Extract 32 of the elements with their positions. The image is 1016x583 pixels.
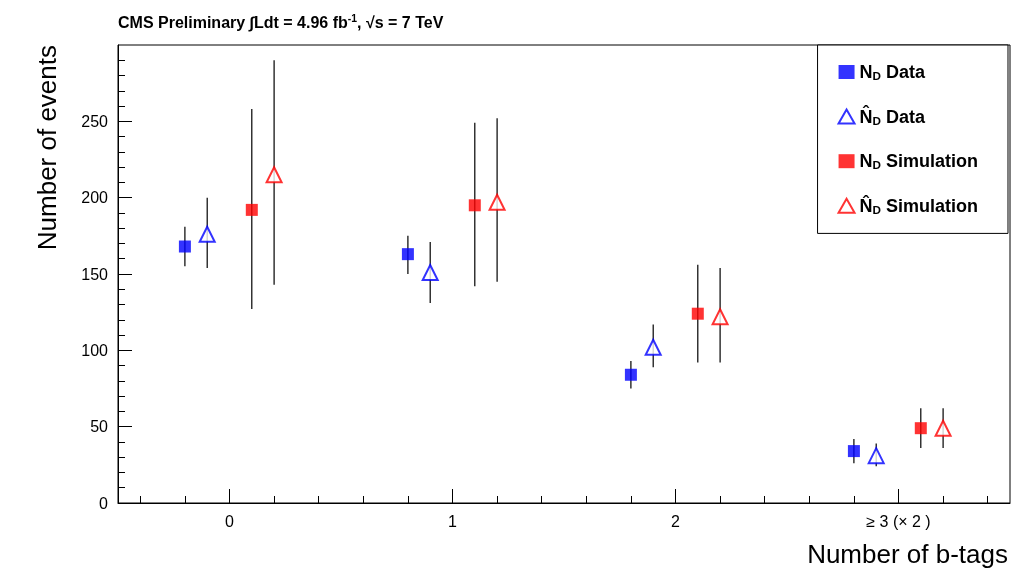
x-tick-label: 1	[448, 512, 458, 530]
point	[934, 419, 952, 437]
point	[691, 307, 704, 320]
point	[867, 447, 885, 465]
x-tick-label: 2	[671, 512, 681, 530]
x-tick-label: 0	[225, 512, 235, 530]
point	[245, 203, 258, 216]
point	[624, 368, 637, 381]
y-tick-label: 150	[81, 265, 109, 283]
y-tick-label: 200	[81, 189, 109, 207]
legend-label: N̂D Simulation	[859, 194, 979, 216]
point	[421, 263, 439, 281]
y-axis-title: Number of events	[32, 45, 62, 251]
point	[265, 166, 283, 184]
y-tick-label: 50	[90, 418, 109, 436]
point	[468, 199, 481, 212]
point	[488, 193, 506, 211]
y-tick-label: 250	[81, 112, 109, 130]
point	[847, 445, 860, 458]
y-tick-label: 0	[99, 494, 109, 512]
x-tick-label: ≥ 3 (× 2 )	[866, 512, 931, 530]
point	[198, 225, 216, 243]
x-axis-title: Number of b-tags	[807, 539, 1008, 569]
y-tick-label: 100	[81, 341, 109, 359]
point	[401, 248, 414, 261]
point	[644, 338, 662, 356]
point	[914, 422, 927, 435]
legend-label: ND Simulation	[859, 151, 979, 172]
point	[711, 308, 729, 326]
legend-label: ND Data	[859, 62, 926, 83]
legend-label: N̂D Data	[859, 105, 926, 127]
point	[178, 240, 191, 253]
